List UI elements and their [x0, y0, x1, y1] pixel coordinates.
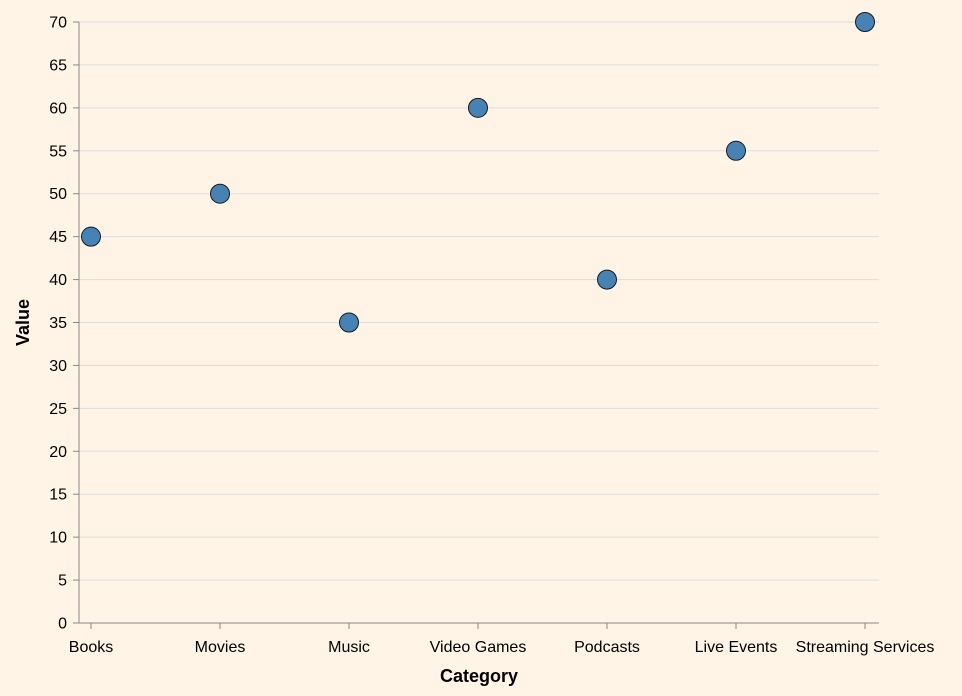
- x-tick-label: Books: [69, 639, 113, 656]
- y-tick-label: 70: [49, 15, 67, 32]
- data-point-movies[interactable]: [210, 183, 230, 204]
- y-tick-label: 50: [49, 186, 67, 203]
- x-tick-label: Streaming Services: [796, 639, 935, 656]
- data-point-live-events[interactable]: [726, 140, 746, 161]
- y-tick-label: 20: [49, 444, 67, 461]
- y-tick-label: 5: [58, 573, 67, 590]
- y-tick-label: 40: [49, 272, 67, 289]
- x-tick-label: Live Events: [695, 639, 778, 656]
- y-axis: 0 5 10 15 20 25 30 35 40 45 50 55 60 65 70: [49, 15, 80, 633]
- y-tick-label: 55: [49, 143, 67, 160]
- y-tick-label: 15: [49, 487, 67, 504]
- x-tick-label: Music: [328, 639, 370, 656]
- y-tick-label: 65: [49, 57, 67, 74]
- data-point-podcasts[interactable]: [597, 269, 617, 290]
- x-tick-label: Podcasts: [574, 639, 640, 656]
- x-axis-title: Category: [440, 666, 518, 686]
- y-tick-label: 0: [58, 616, 67, 633]
- x-tick-label: Movies: [195, 639, 246, 656]
- y-tick-label: 25: [49, 401, 67, 418]
- x-axis: Books Movies Music Video Games Podcasts Live …: [69, 622, 935, 656]
- y-tick-label: 60: [49, 100, 67, 117]
- data-point-music[interactable]: [339, 312, 359, 333]
- y-tick-label: 35: [49, 315, 67, 332]
- y-axis-title: Value: [13, 299, 33, 346]
- data-point-books[interactable]: [81, 226, 101, 247]
- data-point-video-games[interactable]: [468, 97, 488, 118]
- y-tick-label: 10: [49, 530, 67, 547]
- x-tick-label: Video Games: [430, 639, 527, 656]
- data-points: [81, 12, 875, 333]
- data-point-streaming-services[interactable]: [855, 12, 875, 32]
- y-tick-label: 30: [49, 358, 67, 375]
- y-tick-label: 45: [49, 229, 67, 246]
